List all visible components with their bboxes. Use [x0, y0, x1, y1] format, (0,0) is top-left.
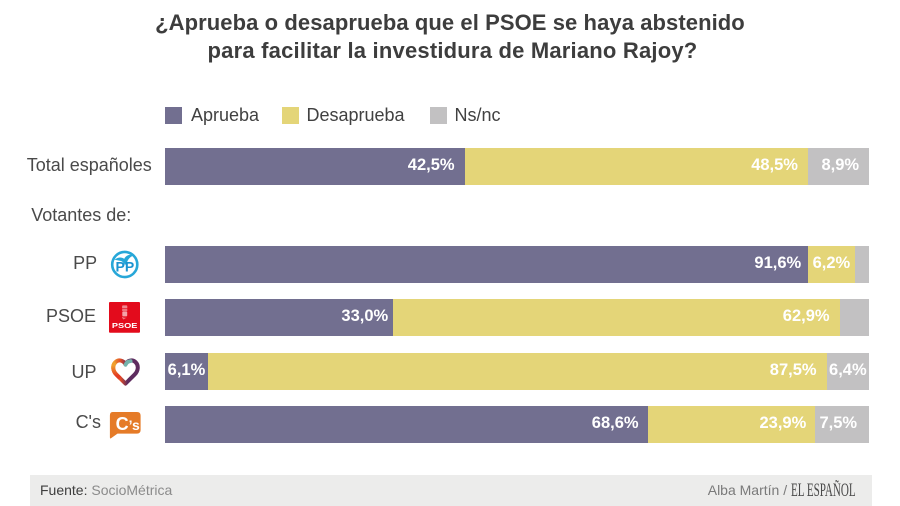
- svg-text:PP: PP: [115, 259, 134, 275]
- svg-text:PSOE: PSOE: [112, 320, 138, 329]
- svg-text:C: C: [115, 414, 128, 434]
- svg-text:’s: ’s: [128, 417, 139, 433]
